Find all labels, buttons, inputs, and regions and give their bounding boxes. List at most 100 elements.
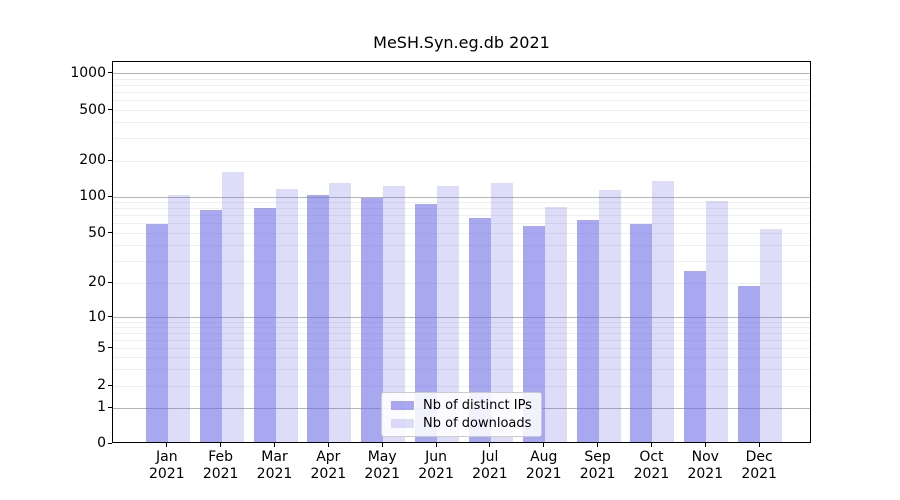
x-tick [220,443,222,447]
y-tick-label: 0 [97,435,106,451]
x-tick-year: 2021 [579,466,616,482]
x-tick [327,443,329,447]
x-tick-year: 2021 [418,466,454,482]
x-tick-label: Jul 2021 [455,449,525,483]
y-tick [108,72,112,73]
y-tick [108,316,112,317]
y-tick-label: 10 [88,308,106,325]
bar-downloads-nov [706,201,728,442]
legend-label-distinct-ips: Nb of distinct IPs [423,398,532,413]
x-tick-year: 2021 [633,466,670,482]
x-tick-year: 2021 [202,466,239,482]
bar-distinct-ips-jun [415,204,437,442]
gridline-minor [113,92,810,94]
x-tick-month: Feb [208,449,234,465]
gridline-minor [113,160,810,162]
y-tick [108,109,112,110]
y-tick-label: 200 [79,152,106,168]
x-tick-year: 2021 [687,466,724,482]
bar-downloads-aug [545,207,567,442]
gridline-minor [113,208,810,210]
gridline-minor [113,78,810,80]
gridline-minor [113,282,810,284]
bar-distinct-ips-jul [469,218,491,442]
x-tick-year: 2021 [148,466,185,482]
gridline-minor [113,332,810,334]
bar-downloads-jun [437,186,459,442]
y-tick-label: 5 [97,339,106,356]
gridline-major [113,196,810,198]
x-tick-month: Jun [425,449,447,465]
gridline-minor [113,321,810,323]
x-tick-label: Mar 2021 [240,449,310,483]
x-tick-label: Jun 2021 [401,449,471,483]
bar-downloads-jan [168,195,190,442]
x-tick-year: 2021 [741,466,777,482]
bar-downloads-dec [760,229,782,442]
x-tick-month: Jul [481,449,499,465]
bar-distinct-ips-dec [738,286,760,442]
bar-distinct-ips-aug [523,226,545,442]
x-tick [704,443,706,447]
bar-downloads-mar [276,189,298,442]
y-tick-label: 1 [97,399,106,415]
legend: Nb of distinct IPs Nb of downloads [381,392,542,437]
x-tick-year: 2021 [310,466,347,482]
x-tick-year: 2021 [525,466,562,482]
x-tick [489,443,491,447]
gridline-minor [113,339,810,341]
legend-swatch-downloads [391,419,414,428]
legend-item-distinct-ips: Nb of distinct IPs [391,398,532,413]
gridline-major [113,317,810,318]
x-tick-month: Aug [530,449,558,465]
gridline-major [113,73,810,74]
y-tick [108,281,112,283]
x-tick-year: 2021 [256,466,293,482]
chart-title: MeSH.Syn.eg.db 2021 [373,33,550,52]
x-tick-label: Oct 2021 [616,449,686,483]
x-tick-label: May 2021 [347,449,417,483]
x-tick [650,443,652,447]
x-tick [435,443,437,447]
bar-distinct-ips-may [361,198,383,442]
x-tick [381,443,383,447]
legend-label-downloads: Nb of downloads [423,416,532,431]
bar-downloads-oct [652,181,674,442]
x-tick-year: 2021 [472,466,508,482]
x-tick-month: Mar [261,449,288,465]
y-tick-label: 20 [88,274,106,290]
bar-distinct-ips-mar [254,208,276,442]
gridline-minor [113,84,810,86]
x-tick-month: Oct [639,449,664,465]
gridline-minor [113,110,810,111]
bar-distinct-ips-oct [630,224,652,442]
gridline-minor [113,326,810,328]
x-tick [166,443,168,447]
y-tick [108,159,112,161]
x-tick-label: Dec 2021 [724,449,794,483]
x-tick-label: Aug 2021 [509,449,579,483]
bar-downloads-jul [491,183,513,442]
y-tick-label: 50 [88,224,106,241]
y-tick [108,384,112,386]
gridline-minor [113,138,810,140]
legend-item-downloads: Nb of downloads [391,416,532,431]
gridline-minor [113,100,810,102]
y-tick-label: 1000 [70,64,106,81]
x-tick-label: Nov 2021 [670,449,740,483]
x-tick-label: Sep 2021 [563,449,633,483]
gridline-minor [113,260,810,262]
x-tick-label: Jan 2021 [132,449,202,483]
bar-distinct-ips-jan [146,224,168,442]
x-tick-month: Dec [745,449,773,465]
bar-downloads-apr [329,183,351,442]
x-tick [543,443,545,447]
plot-area: Nb of distinct IPs Nb of downloads [112,61,811,443]
x-tick-month: Apr [316,449,341,465]
gridline-minor [113,215,810,217]
x-tick-month: Jan [156,449,178,465]
bar-downloads-may [383,186,405,442]
gridline-minor [113,357,810,359]
x-tick [758,443,760,447]
